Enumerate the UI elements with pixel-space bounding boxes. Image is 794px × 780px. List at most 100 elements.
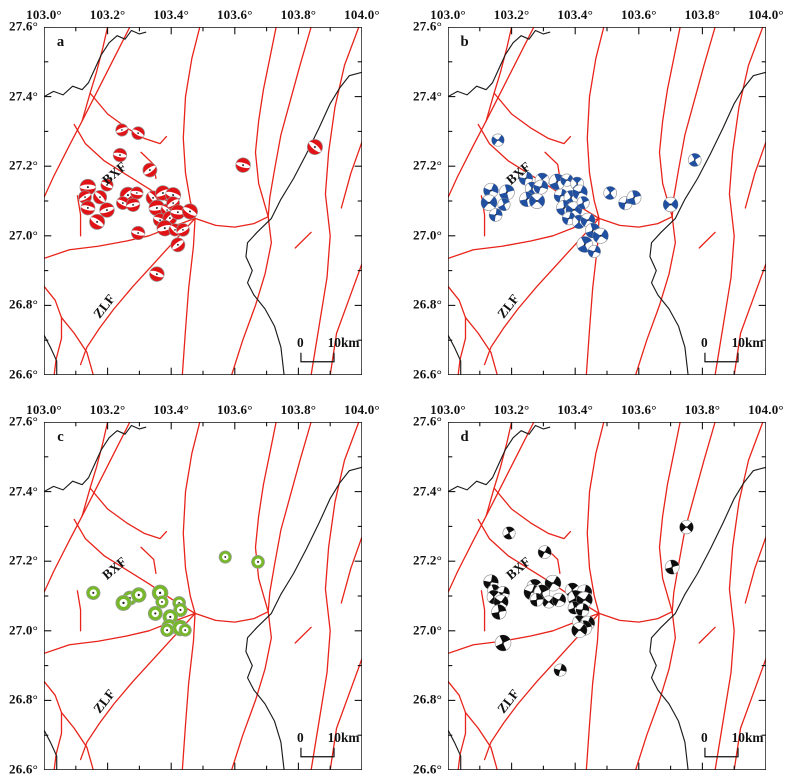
focal-mechanism-ball — [570, 183, 590, 203]
y-tick-label: 27.2° — [413, 552, 442, 568]
focal-mechanism-ball — [114, 122, 130, 138]
panel-letter-a: a — [57, 34, 65, 50]
focal-mechanism-ball — [664, 558, 681, 575]
scale-bar-zero-label: 0 — [297, 730, 304, 745]
scale-bar: 0 10km — [297, 335, 360, 362]
x-tick-label: 103.6° — [216, 7, 253, 22]
fault-label-bxf: BXF — [503, 554, 533, 583]
x-tick-label: 103.2° — [89, 7, 126, 22]
x-tick-label: 103.8° — [280, 7, 317, 22]
fault-line — [465, 713, 497, 770]
scale-bar-distance-label: 10km — [732, 730, 764, 745]
fault-line — [44, 286, 61, 375]
y-tick-label: 27.0° — [9, 227, 38, 243]
scale-bar-bracket — [301, 748, 334, 757]
y-tick-label: 26.8° — [9, 297, 38, 313]
scale-bar: 0 10km — [297, 730, 360, 757]
fault-line — [61, 318, 93, 375]
scale-bar-distance-label: 10km — [328, 730, 360, 745]
focal-mechanism-ball — [586, 244, 602, 260]
y-tick-label: 27.6° — [9, 18, 38, 34]
focal-mechanism-ball — [84, 584, 103, 603]
focal-mechanism-ball — [492, 632, 513, 653]
fault-line — [586, 27, 603, 375]
y-tick-label: 26.6° — [413, 761, 442, 777]
focal-mechanism-ball — [526, 190, 548, 212]
fault-label-zlf: ZLF — [494, 686, 522, 716]
focal-mechanism-ball — [147, 265, 166, 284]
focal-mechanism-ball — [87, 211, 108, 232]
x-tick-label: 104.0° — [344, 7, 380, 22]
fault-line — [77, 591, 80, 631]
boundary-line — [44, 30, 146, 96]
boundary-line — [650, 467, 766, 770]
y-tick-label: 26.8° — [413, 692, 442, 708]
panel-letter-c: c — [57, 429, 64, 445]
focal-mechanism-ball — [218, 549, 233, 564]
focal-mechanism-ball — [140, 160, 160, 180]
x-tick-label: 103.2° — [89, 402, 126, 417]
y-tick-label: 27.0° — [413, 227, 442, 243]
fault-line — [44, 681, 61, 770]
scale-bar-distance-label: 10km — [328, 335, 360, 350]
focal-mechanism-ball — [90, 188, 109, 207]
boundary-line — [448, 425, 550, 491]
boundary-line — [650, 72, 766, 375]
x-tick-label: 103.8° — [280, 402, 317, 417]
y-axis-labels: 27.6° 27.4° 27.2° 27.0° 26.8° 26.6° — [0, 19, 41, 382]
fault-line — [295, 627, 311, 643]
x-tick-label: 103.8° — [684, 7, 721, 22]
x-tick-label: 104.0° — [748, 7, 784, 22]
y-tick-label: 26.6° — [9, 761, 38, 777]
fault-line — [232, 27, 277, 375]
scale-bar-zero-label: 0 — [297, 335, 304, 350]
x-tick-label: 104.0° — [344, 402, 380, 417]
scale-bar-bracket — [705, 353, 738, 362]
y-axis-labels: 27.6° 27.4° 27.2° 27.0° 26.8° 26.6° — [0, 414, 41, 777]
fault-line — [715, 27, 763, 375]
fault-line — [672, 422, 715, 612]
fault-line — [295, 232, 311, 248]
x-tick-label: 104.0° — [748, 402, 784, 417]
axis-ticks — [44, 27, 362, 375]
focal-mechanism-ball — [130, 225, 146, 241]
focal-mechanism-ball — [518, 171, 534, 187]
y-tick-label: 27.6° — [413, 413, 442, 429]
x-tick-label: 103.0° — [430, 7, 466, 22]
scale-bar-zero-label: 0 — [701, 335, 708, 350]
y-tick-label: 26.8° — [9, 692, 38, 708]
focal-mechanism-ball — [80, 200, 97, 217]
fault-line — [90, 93, 166, 143]
x-tick-label: 103.4° — [557, 7, 594, 22]
fault-line — [311, 27, 359, 375]
x-tick-label: 103.8° — [684, 402, 721, 417]
fault-line — [182, 422, 199, 770]
fault-line — [74, 519, 268, 622]
focal-mechanism-ball — [496, 196, 512, 212]
scale-bar: 0 10km — [701, 335, 764, 362]
fault-line — [485, 613, 599, 759]
fault-line — [82, 27, 107, 121]
focal-mechanism-ball — [553, 663, 568, 678]
fault-line — [636, 422, 681, 770]
fault-line — [485, 218, 599, 364]
fault-line — [61, 713, 93, 770]
scale-bar-distance-label: 10km — [732, 335, 764, 350]
fault-line — [672, 27, 715, 217]
focal-mechanism-ball — [488, 208, 503, 223]
focal-mechanism-ball — [234, 156, 252, 174]
focal-mechanism-ball — [677, 518, 696, 537]
x-tick-label: 103.6° — [620, 402, 657, 417]
focal-mechanism-ball — [532, 178, 550, 196]
fault-label-zlf: ZLF — [494, 291, 522, 321]
fault-line — [494, 488, 570, 538]
y-tick-label: 27.2° — [413, 157, 442, 173]
focal-mechanism-ball — [174, 221, 192, 239]
focal-mechanism-ball — [490, 604, 507, 621]
y-tick-label: 27.0° — [413, 622, 442, 638]
y-tick-label: 27.4° — [9, 483, 38, 499]
x-axis-labels: 103.0° 103.2° 103.4° 103.6° 103.8° 104.0° — [430, 7, 783, 23]
fault-line — [494, 93, 570, 143]
focal-mechanism-ball — [625, 189, 642, 206]
